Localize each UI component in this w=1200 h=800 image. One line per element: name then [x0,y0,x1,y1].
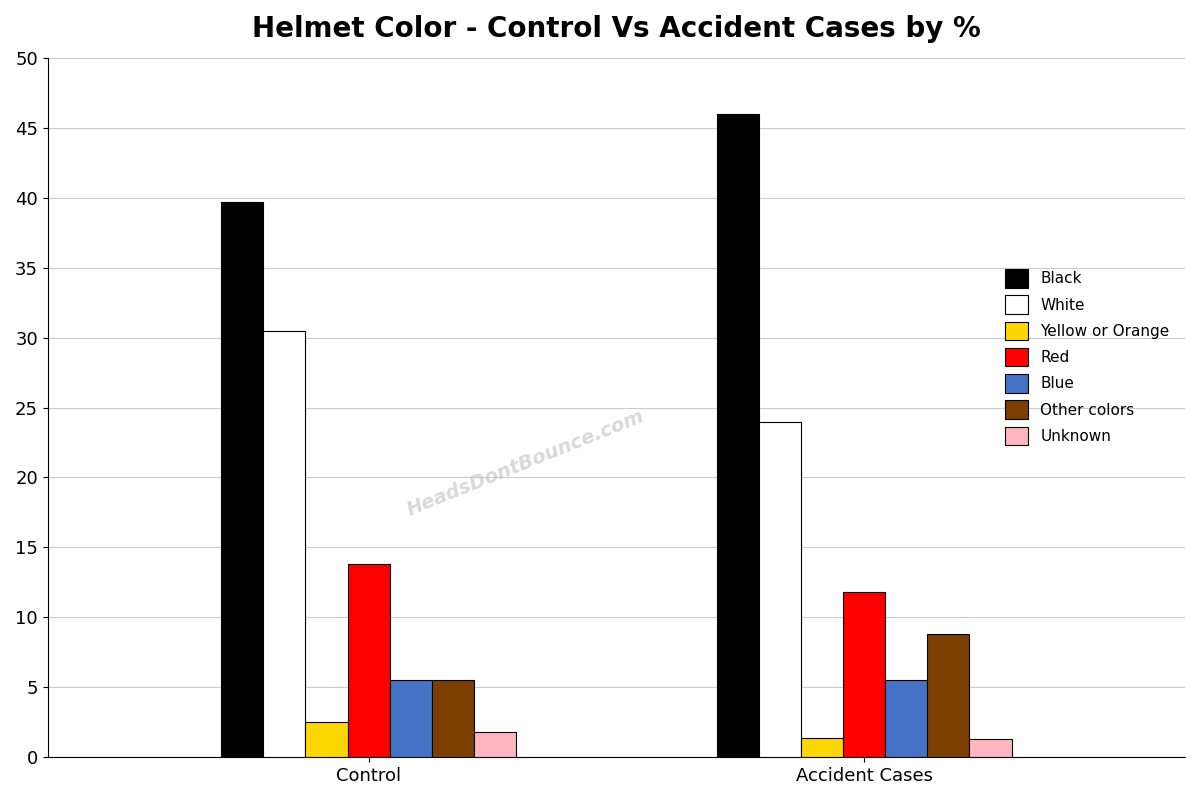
Bar [390,680,432,758]
Bar [800,738,844,758]
Bar [348,564,390,758]
Text: HeadsDontBounce.com: HeadsDontBounce.com [403,407,647,520]
Bar [886,680,928,758]
Title: Helmet Color - Control Vs Accident Cases by %: Helmet Color - Control Vs Accident Cases… [252,15,980,43]
Bar [716,114,758,758]
Bar [758,422,800,758]
Legend: Black, White, Yellow or Orange, Red, Blue, Other colors, Unknown: Black, White, Yellow or Orange, Red, Blu… [997,262,1177,453]
Bar [970,739,1012,758]
Bar [474,732,516,758]
Bar [844,592,886,758]
Bar [263,330,306,758]
Bar [306,722,348,758]
Bar [221,202,263,758]
Bar [432,680,474,758]
Bar [928,634,970,758]
